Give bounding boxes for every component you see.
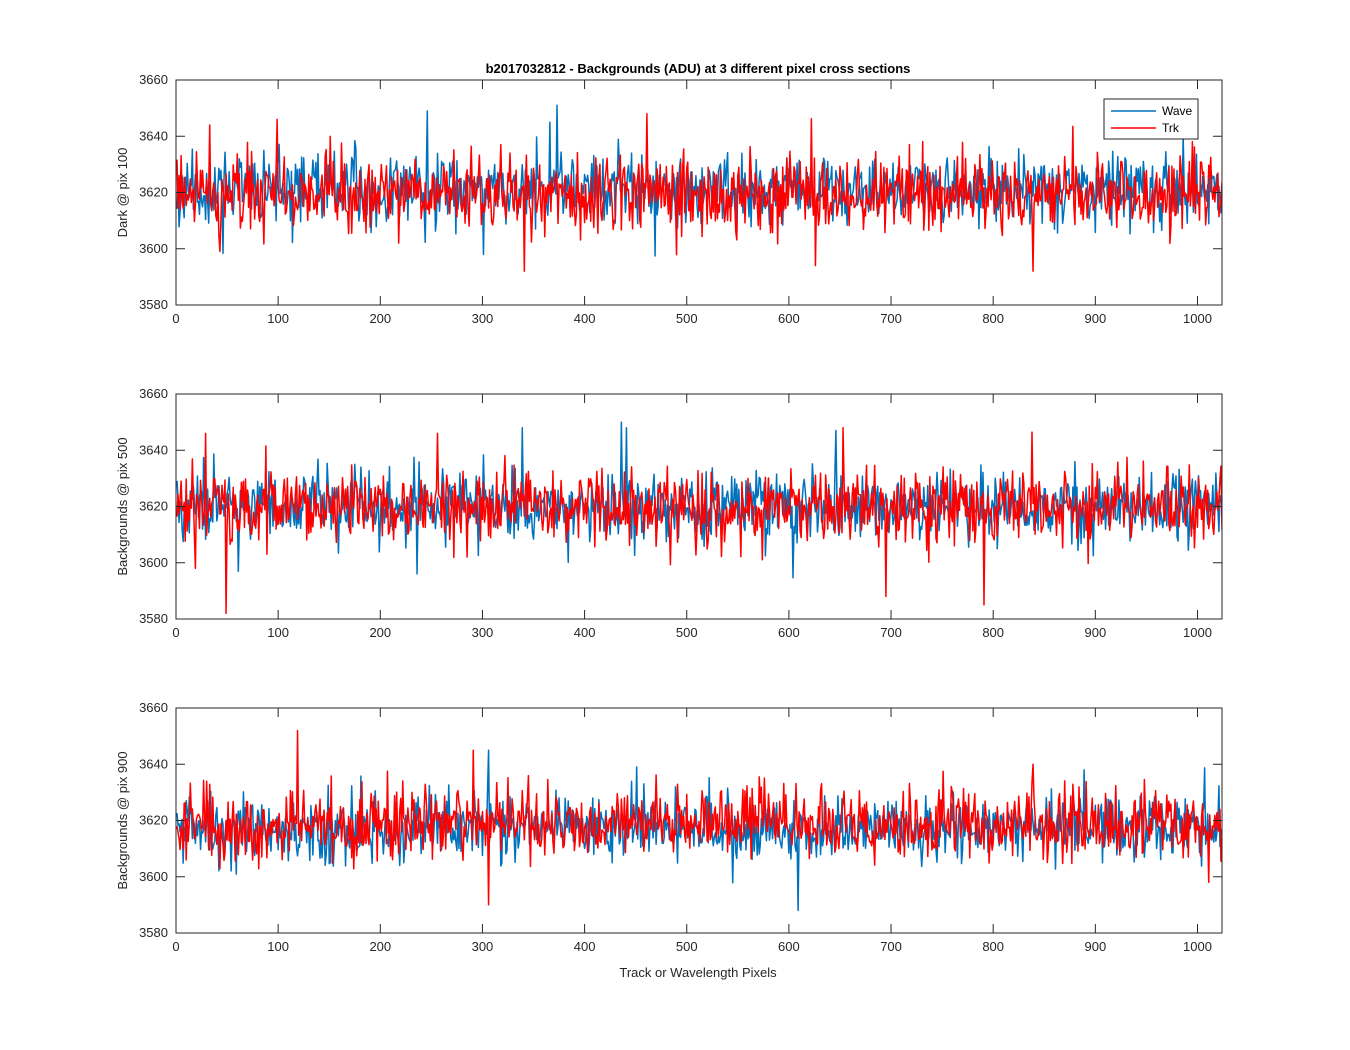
y-tick-label: 3620 [139, 499, 168, 514]
y-axis-label: Backgrounds @ pix 500 [115, 437, 130, 575]
x-tick-label: 800 [982, 625, 1004, 640]
y-tick-label: 3640 [139, 756, 168, 771]
panel-2: 0 100 200 300 400 500 600 700 800 900 1000 3580 3600… [115, 386, 1223, 640]
y-tick-label: 3640 [139, 442, 168, 457]
panel-3: 0 100 200 300 400 500 600 700 800 900 1000 3580 3600… [115, 700, 1223, 954]
x-tick-label: 1000 [1183, 311, 1212, 326]
x-tick-label: 900 [1084, 939, 1106, 954]
series-line-trk [176, 427, 1222, 615]
x-tick-label: 800 [982, 939, 1004, 954]
x-tick-label: 100 [267, 311, 289, 326]
x-tick-label: 400 [574, 311, 596, 326]
x-tick-label: 800 [982, 311, 1004, 326]
x-tick-label: 400 [574, 625, 596, 640]
x-tick-label: 600 [778, 311, 800, 326]
y-tick-label: 3660 [139, 386, 168, 401]
legend: Wave Trk [1103, 98, 1199, 140]
series-line-trk [176, 113, 1222, 272]
legend-label-trk: Trk [1162, 121, 1180, 135]
y-tick-label: 3580 [139, 925, 168, 940]
chart-panels: 0 100 200 300 400 500 600 700 800 900 100035803600… [115, 72, 1223, 954]
x-tick-label: 0 [172, 939, 179, 954]
x-tick-label: 600 [778, 625, 800, 640]
y-tick-label: 3640 [139, 128, 168, 143]
x-tick-label: 0 [172, 311, 179, 326]
x-tick-label: 200 [369, 939, 391, 954]
legend-label-wave: Wave [1162, 104, 1193, 118]
y-axis-label: Dark @ pix 100 [115, 148, 130, 238]
y-tick-label: 3600 [139, 869, 168, 884]
x-tick-label: 700 [880, 311, 902, 326]
y-tick-label: 3580 [139, 297, 168, 312]
y-tick-label: 3620 [139, 813, 168, 828]
legend-box [1103, 98, 1199, 140]
series-line-trk [176, 729, 1222, 906]
x-tick-label: 300 [472, 311, 494, 326]
x-axis-label: Track or Wavelength Pixels [619, 965, 777, 980]
y-tick-label: 3660 [139, 72, 168, 87]
x-tick-label: 1000 [1183, 625, 1212, 640]
x-tick-label: 600 [778, 939, 800, 954]
x-tick-label: 100 [267, 625, 289, 640]
x-tick-label: 200 [369, 311, 391, 326]
x-tick-label: 500 [676, 625, 698, 640]
x-tick-label: 0 [172, 625, 179, 640]
x-tick-label: 1000 [1183, 939, 1212, 954]
y-tick-label: 3600 [139, 241, 168, 256]
x-tick-label: 300 [472, 625, 494, 640]
series-group [176, 421, 1222, 615]
x-tick-label: 100 [267, 939, 289, 954]
y-tick-label: 3620 [139, 185, 168, 200]
series-group [176, 729, 1222, 912]
x-tick-label: 700 [880, 939, 902, 954]
x-tick-label: 700 [880, 625, 902, 640]
x-tick-label: 900 [1084, 625, 1106, 640]
x-tick-label: 500 [676, 311, 698, 326]
x-tick-label: 200 [369, 625, 391, 640]
chart-title: b2017032812 - Backgrounds (ADU) at 3 dif… [486, 61, 911, 76]
panel-1: 0 100 200 300 400 500 600 700 800 900 1000 3580 3600… [115, 72, 1223, 326]
y-axis-label: Backgrounds @ pix 900 [115, 751, 130, 889]
x-tick-label: 300 [472, 939, 494, 954]
x-tick-label: 900 [1084, 311, 1106, 326]
y-tick-label: 3580 [139, 611, 168, 626]
series-group [176, 104, 1222, 272]
x-tick-label: 500 [676, 939, 698, 954]
y-tick-label: 3660 [139, 700, 168, 715]
y-tick-label: 3600 [139, 555, 168, 570]
x-tick-label: 400 [574, 939, 596, 954]
